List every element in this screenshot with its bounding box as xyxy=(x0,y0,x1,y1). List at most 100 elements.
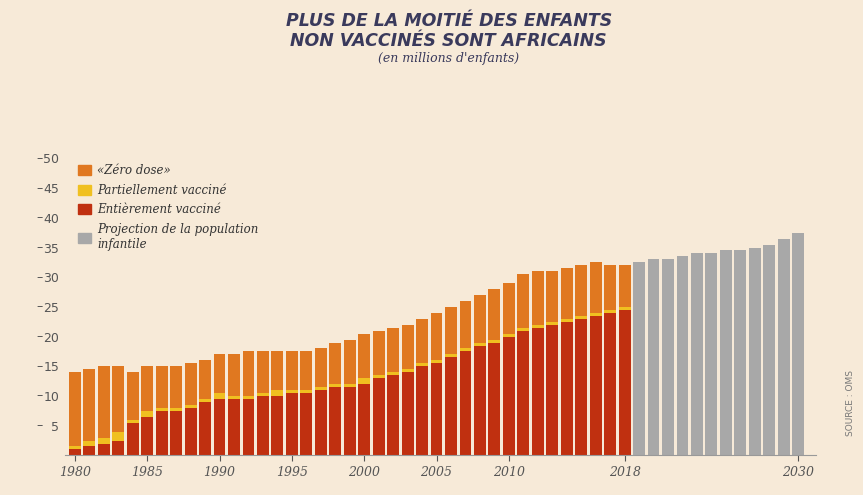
Bar xyxy=(459,301,471,348)
Text: –: – xyxy=(36,300,43,313)
Bar xyxy=(792,233,804,455)
Text: –: – xyxy=(36,152,43,165)
Bar xyxy=(257,351,269,393)
Bar xyxy=(213,399,225,455)
Text: –: – xyxy=(36,419,43,432)
Bar xyxy=(619,310,631,455)
Bar xyxy=(401,372,413,455)
Bar xyxy=(127,372,139,420)
Bar xyxy=(633,262,645,455)
Bar xyxy=(373,375,385,378)
Bar xyxy=(488,340,501,343)
Bar xyxy=(705,253,717,455)
Bar xyxy=(576,265,587,316)
Text: –: – xyxy=(36,211,43,224)
Bar xyxy=(576,316,587,319)
Bar xyxy=(749,248,760,455)
Bar xyxy=(358,378,370,384)
Bar xyxy=(532,325,544,328)
Bar xyxy=(228,399,240,455)
Bar xyxy=(69,449,81,455)
Text: –: – xyxy=(36,182,43,195)
Bar xyxy=(589,316,602,455)
Bar xyxy=(416,366,428,455)
Bar xyxy=(604,310,616,313)
Bar xyxy=(257,393,269,396)
Legend: «Zéro dose», Partiellement vacciné, Entièrement vacciné, Projection de la popula: «Zéro dose», Partiellement vacciné, Enti… xyxy=(79,164,258,251)
Bar xyxy=(170,408,182,411)
Bar xyxy=(315,390,327,455)
Bar xyxy=(561,319,573,322)
Bar xyxy=(213,393,225,399)
Bar xyxy=(84,441,95,446)
Bar xyxy=(589,262,602,313)
Bar xyxy=(387,375,399,455)
Bar xyxy=(691,253,702,455)
Bar xyxy=(576,319,587,455)
Bar xyxy=(84,446,95,455)
Bar xyxy=(677,256,689,455)
Bar xyxy=(142,411,153,417)
Bar xyxy=(503,337,514,455)
Bar xyxy=(243,396,255,399)
Bar xyxy=(84,369,95,441)
Bar xyxy=(286,351,298,390)
Bar xyxy=(199,360,211,399)
Bar xyxy=(243,399,255,455)
Bar xyxy=(546,322,558,325)
Text: –: – xyxy=(36,271,43,284)
Bar xyxy=(474,343,486,346)
Text: NON VACCINÉS SONT AFRICAINS: NON VACCINÉS SONT AFRICAINS xyxy=(291,32,607,50)
Bar xyxy=(69,372,81,446)
Bar xyxy=(272,351,283,390)
Bar xyxy=(272,390,283,396)
Bar xyxy=(763,245,775,455)
Bar xyxy=(647,259,659,455)
Bar xyxy=(445,357,457,455)
Bar xyxy=(199,399,211,402)
Bar xyxy=(488,343,501,455)
Bar xyxy=(474,346,486,455)
Bar xyxy=(343,384,356,387)
Bar xyxy=(561,322,573,455)
Bar xyxy=(170,411,182,455)
Bar xyxy=(358,384,370,455)
Bar xyxy=(373,331,385,375)
Bar xyxy=(416,319,428,363)
Bar xyxy=(778,239,790,455)
Bar xyxy=(532,328,544,455)
Bar xyxy=(518,331,529,455)
Bar xyxy=(561,268,573,319)
Bar xyxy=(330,343,341,384)
Bar xyxy=(228,354,240,396)
Bar xyxy=(604,265,616,310)
Bar xyxy=(431,360,443,363)
Bar xyxy=(112,441,124,455)
Bar xyxy=(127,420,139,423)
Bar xyxy=(619,265,631,307)
Bar xyxy=(358,334,370,378)
Text: PLUS DE LA MOITIÉ DES ENFANTS: PLUS DE LA MOITIÉ DES ENFANTS xyxy=(286,12,612,30)
Bar xyxy=(343,340,356,384)
Bar xyxy=(330,387,341,455)
Text: –: – xyxy=(36,390,43,402)
Bar xyxy=(604,313,616,455)
Bar xyxy=(185,408,197,455)
Bar xyxy=(330,384,341,387)
Bar xyxy=(170,366,182,408)
Bar xyxy=(373,378,385,455)
Bar xyxy=(98,366,110,438)
Text: –: – xyxy=(36,360,43,373)
Bar xyxy=(720,250,732,455)
Bar xyxy=(315,387,327,390)
Bar xyxy=(272,396,283,455)
Bar xyxy=(300,390,312,393)
Bar xyxy=(185,405,197,408)
Bar xyxy=(228,396,240,399)
Bar xyxy=(518,328,529,331)
Bar xyxy=(387,372,399,375)
Bar xyxy=(734,250,746,455)
Bar xyxy=(199,402,211,455)
Bar xyxy=(401,325,413,369)
Bar xyxy=(243,351,255,396)
